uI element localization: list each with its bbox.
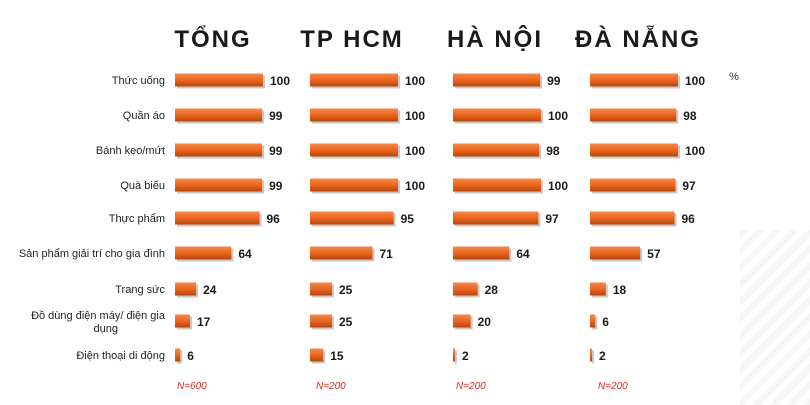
category-label: Thức uống <box>112 75 165 87</box>
bar <box>175 348 181 362</box>
bar <box>590 143 678 157</box>
data-label: 96 <box>681 212 695 226</box>
data-label: 100 <box>548 109 568 123</box>
bar <box>453 178 541 192</box>
bar <box>310 246 373 260</box>
bar <box>310 73 398 87</box>
series-panel: TP HCM 100 100 100 100 95 71 25 25 15 N=200 <box>300 26 425 392</box>
bar <box>310 178 398 192</box>
bar <box>175 73 263 87</box>
series-panel: HÀ NỘI 99 100 98 100 97 64 28 20 2 N=200 <box>447 25 568 392</box>
data-label: 25 <box>339 315 353 329</box>
data-label: 98 <box>546 144 560 158</box>
data-label: 64 <box>238 247 252 261</box>
unit-label: % <box>729 71 739 83</box>
data-label: 99 <box>269 109 283 123</box>
bar <box>175 246 232 260</box>
sample-size-note: N=200 <box>598 381 628 392</box>
bar <box>310 211 394 225</box>
category-label: Trang sức <box>115 284 165 296</box>
data-label: 100 <box>405 74 425 88</box>
bar <box>453 314 471 328</box>
category-label: Đồ dùng điện máy/ điện gia dụng <box>31 310 166 335</box>
bar <box>453 282 478 296</box>
data-label: 97 <box>545 212 559 226</box>
bar <box>453 73 541 87</box>
series-title: TP HCM <box>300 26 404 53</box>
data-label: 25 <box>339 283 353 297</box>
bar <box>175 143 263 157</box>
bar <box>310 348 324 362</box>
category-label: Sản phẩm giải trí cho gia đình <box>19 248 165 260</box>
bar <box>175 282 197 296</box>
data-label: 100 <box>685 74 705 88</box>
sample-size-note: N=600 <box>177 381 207 392</box>
category-label: Điện thoại di động <box>76 350 165 362</box>
data-label: 97 <box>682 179 696 193</box>
bar <box>453 108 541 122</box>
data-label: 96 <box>266 212 280 226</box>
data-label: 15 <box>330 349 344 363</box>
data-label: 100 <box>405 179 425 193</box>
series-title: ĐÀ NẴNG <box>575 25 701 53</box>
category-label: Thực phẩm <box>109 213 165 225</box>
bar <box>175 178 263 192</box>
data-label: 2 <box>599 349 606 363</box>
data-label: 100 <box>685 144 705 158</box>
bar <box>590 73 678 87</box>
series-title: TỔNG <box>174 25 251 53</box>
data-label: 18 <box>613 283 627 297</box>
data-label: 99 <box>269 144 283 158</box>
bar <box>590 348 592 362</box>
series-panel: ĐÀ NẴNG 100 98 100 97 96 57 18 6 2 N=200 <box>575 25 705 392</box>
bar <box>175 314 190 328</box>
bar <box>175 108 263 122</box>
bar <box>590 246 641 260</box>
bar <box>590 211 675 225</box>
data-label: 71 <box>379 247 393 261</box>
sample-size-note: N=200 <box>456 381 486 392</box>
bar <box>453 143 540 157</box>
data-label: 6 <box>187 349 194 363</box>
bar <box>590 108 677 122</box>
data-label: 99 <box>269 179 283 193</box>
category-label: Quần áo <box>123 110 165 122</box>
data-label: 100 <box>405 144 425 158</box>
bar <box>310 282 332 296</box>
category-label: Quà biếu <box>120 180 165 192</box>
bar <box>310 314 332 328</box>
bar <box>590 314 596 328</box>
data-label: 6 <box>602 315 609 329</box>
data-label: 20 <box>478 315 492 329</box>
series-title: HÀ NỘI <box>447 25 543 53</box>
bar-shadow <box>592 350 594 364</box>
bar <box>590 282 606 296</box>
background-stripes <box>740 230 810 405</box>
data-label: 100 <box>405 109 425 123</box>
data-label: 95 <box>401 212 415 226</box>
bar <box>175 211 260 225</box>
bar <box>453 348 455 362</box>
data-label: 98 <box>683 109 697 123</box>
data-label: 100 <box>270 74 290 88</box>
bar <box>453 211 539 225</box>
bar <box>310 143 398 157</box>
sample-size-note: N=200 <box>316 381 346 392</box>
data-label: 99 <box>547 74 561 88</box>
data-label: 64 <box>516 247 530 261</box>
bar-shadow <box>455 350 457 364</box>
series-panel: TỔNG 100 99 99 99 96 64 24 17 6 N=600 <box>174 25 290 392</box>
data-label: 17 <box>197 315 211 329</box>
bar <box>590 178 676 192</box>
bar <box>453 246 510 260</box>
data-label: 28 <box>485 283 499 297</box>
bar <box>310 108 398 122</box>
data-label: 2 <box>462 349 469 363</box>
data-label: 100 <box>548 179 568 193</box>
data-label: 57 <box>647 247 661 261</box>
category-label: Bánh kẹo/mứt <box>96 145 165 157</box>
data-label: 24 <box>203 283 217 297</box>
